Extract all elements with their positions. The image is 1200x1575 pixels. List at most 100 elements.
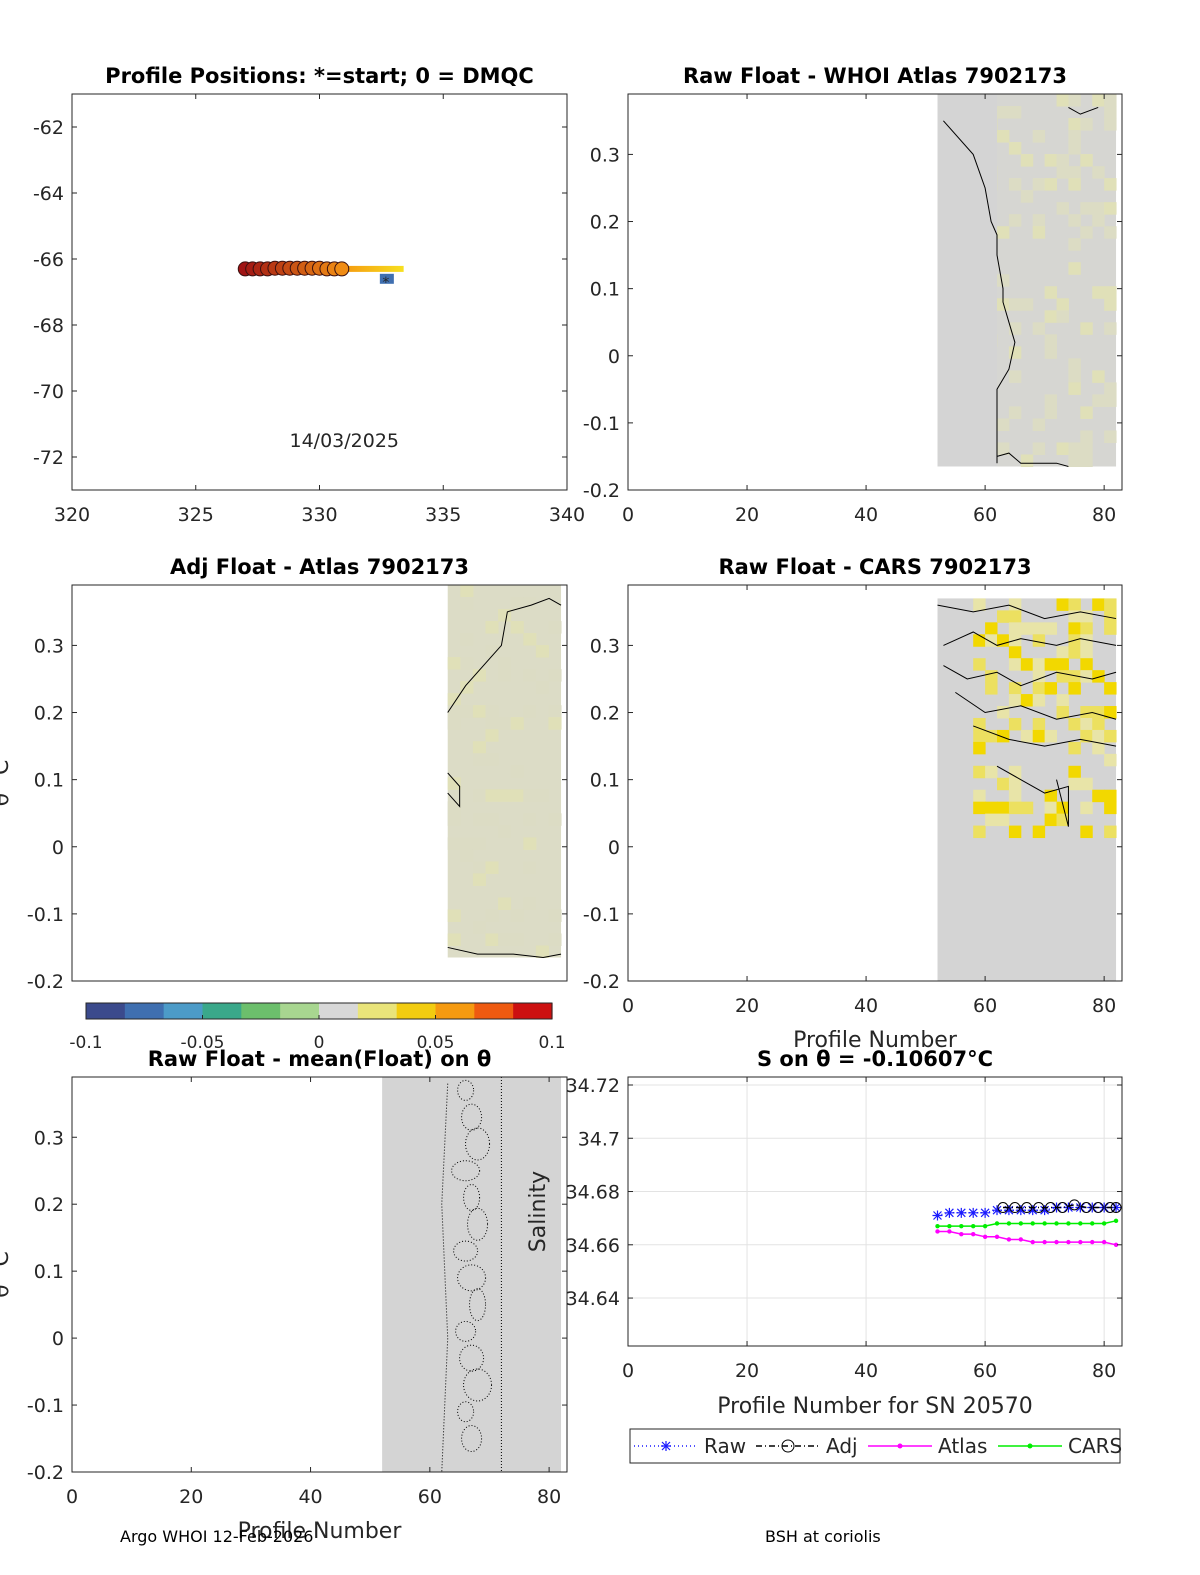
heatmap-cell bbox=[1080, 226, 1093, 239]
data-point-atlas bbox=[1066, 1239, 1071, 1245]
contour-line bbox=[943, 631, 1117, 646]
heatmap-cell bbox=[510, 597, 524, 610]
heatmap-cell bbox=[1068, 454, 1081, 468]
ytick-label: -66 bbox=[33, 249, 64, 271]
heatmap-cell bbox=[1092, 706, 1105, 719]
data-point-cars bbox=[1006, 1221, 1012, 1226]
heatmap-cell bbox=[1008, 406, 1022, 419]
heatmap-cell bbox=[1104, 394, 1117, 407]
heatmap-cell bbox=[1008, 777, 1022, 791]
xtick-label: 80 bbox=[537, 1486, 561, 1508]
heatmap-cell bbox=[485, 753, 499, 766]
ytick-label: 0.3 bbox=[34, 1127, 64, 1149]
data-point-atlas bbox=[1030, 1239, 1035, 1245]
heatmap-cell bbox=[1056, 706, 1069, 719]
contour-line bbox=[973, 725, 1117, 747]
heatmap-cell bbox=[1068, 166, 1081, 179]
xtick-label: 40 bbox=[298, 1486, 322, 1508]
heatmap-cell bbox=[447, 909, 461, 922]
data-point-raw bbox=[1111, 1202, 1122, 1213]
heatmap-cell bbox=[1104, 286, 1117, 299]
xtick-label: 60 bbox=[973, 995, 997, 1017]
heatmap-cell bbox=[1068, 442, 1081, 455]
legend: Raw Adj Atlas CARS bbox=[629, 1428, 1122, 1464]
heatmap-cell bbox=[447, 837, 461, 850]
contour-line bbox=[447, 946, 562, 959]
heatmap-cell bbox=[1068, 358, 1081, 371]
heatmap-cell bbox=[535, 645, 549, 658]
heatmap-cell bbox=[985, 801, 998, 815]
heatmap-cell bbox=[985, 765, 998, 779]
heatmap-cell bbox=[1044, 178, 1058, 191]
y-axis-label: Salinity bbox=[526, 1171, 551, 1252]
heatmap-cell bbox=[1080, 442, 1093, 455]
heatmap-cell bbox=[1020, 190, 1034, 203]
heatmap-cell bbox=[485, 909, 499, 922]
ytick-label: 34.72 bbox=[566, 1075, 620, 1097]
heatmap-cell bbox=[1032, 178, 1046, 191]
ytick-label: 0.2 bbox=[34, 703, 64, 725]
ytick-label: 34.66 bbox=[566, 1235, 620, 1257]
ytick-label: 0 bbox=[608, 346, 620, 368]
chart-title: Raw Float - WHOI Atlas 7902173 bbox=[683, 64, 1067, 88]
heatmap-cell bbox=[498, 897, 512, 910]
heatmap-cell bbox=[973, 765, 986, 779]
heatmap-cell bbox=[1068, 94, 1081, 107]
heatmap-cell bbox=[1032, 825, 1046, 839]
ytick-label: 0.2 bbox=[34, 1194, 64, 1216]
heatmap-cell bbox=[1008, 646, 1022, 659]
heatmap-cell bbox=[973, 634, 986, 647]
heatmap-cell bbox=[485, 705, 499, 718]
ytick-label: 0.2 bbox=[590, 703, 620, 725]
legend-label-raw: Raw bbox=[704, 1434, 746, 1458]
heatmap-cell bbox=[548, 909, 562, 922]
heatmap-cell bbox=[460, 633, 474, 646]
heatmap-cell bbox=[1068, 682, 1081, 695]
data-point-cars bbox=[1101, 1221, 1107, 1226]
contour-line bbox=[937, 604, 1117, 620]
heatmap-cell bbox=[1068, 178, 1081, 191]
heatmap-cell bbox=[1032, 442, 1046, 455]
contour-line bbox=[996, 765, 1069, 827]
footer-right: BSH at coriolis bbox=[765, 1527, 881, 1546]
heatmap-cell bbox=[1092, 214, 1105, 227]
heatmap-cell bbox=[997, 801, 1010, 815]
heatmap-cell bbox=[1104, 610, 1117, 623]
dotted-contour bbox=[463, 1368, 493, 1402]
heatmap-cell bbox=[1032, 729, 1046, 743]
data-point-atlas bbox=[1090, 1239, 1095, 1245]
data-point-cars bbox=[1090, 1221, 1095, 1226]
heatmap-cell bbox=[1032, 418, 1046, 431]
colorbar-tick-label: 0.1 bbox=[538, 1033, 565, 1053]
data-point-atlas bbox=[959, 1231, 964, 1237]
series-line-atlas bbox=[937, 1230, 1117, 1246]
data-point-atlas bbox=[935, 1229, 940, 1234]
heatmap-cell bbox=[485, 861, 499, 874]
heatmap-cell bbox=[1032, 694, 1046, 707]
heatmap-cell bbox=[997, 226, 1010, 239]
contour-line bbox=[943, 120, 1069, 467]
data-point-cars bbox=[947, 1223, 952, 1229]
xtick-label: 0 bbox=[622, 504, 634, 526]
heatmap-cell bbox=[1020, 298, 1034, 311]
heatmap-cell bbox=[472, 813, 486, 826]
data-point-raw bbox=[968, 1207, 979, 1218]
start-star: * bbox=[382, 275, 389, 291]
heatmap-cell bbox=[523, 669, 537, 682]
heatmap-cell bbox=[1104, 202, 1117, 215]
xtick-label: 40 bbox=[854, 504, 878, 526]
heatmap-cell bbox=[535, 681, 549, 694]
heatmap-cell bbox=[523, 837, 537, 850]
data-point-cars bbox=[1030, 1221, 1035, 1226]
colorbar-segment bbox=[435, 1003, 475, 1019]
heatmap-cell bbox=[510, 933, 524, 946]
heatmap-cell bbox=[997, 777, 1010, 791]
heatmap-cell bbox=[460, 585, 474, 598]
chart-positions: -62 -64 -66 -68 -70 -72 320 325 330 335 340 Profile… bbox=[33, 64, 585, 526]
ytick-label: 0.3 bbox=[34, 635, 64, 657]
heatmap-cell bbox=[485, 717, 499, 730]
heatmap-cell bbox=[985, 670, 998, 683]
heatmap-cell bbox=[498, 789, 512, 802]
heatmap-cell bbox=[1032, 622, 1046, 635]
